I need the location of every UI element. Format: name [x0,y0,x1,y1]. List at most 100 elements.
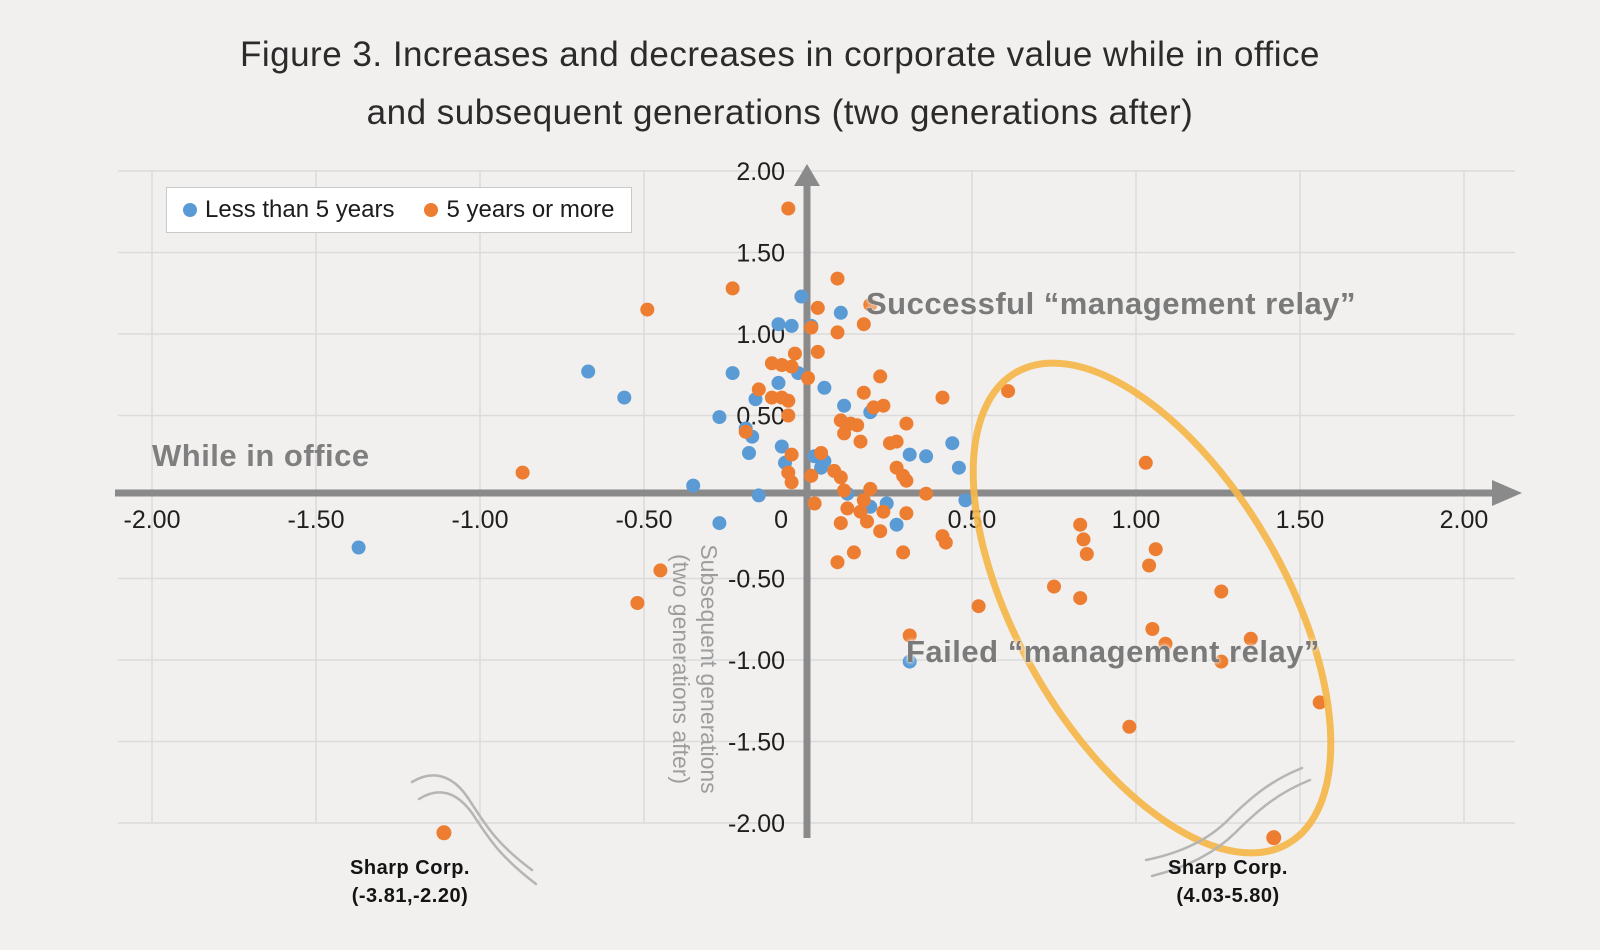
x-tick-label: -0.50 [616,506,673,534]
y-tick-label: 1.50 [736,240,785,268]
data-point [896,545,911,560]
data-point [640,302,655,317]
data-point [1142,558,1157,573]
data-point [1073,517,1088,532]
data-point [751,488,766,503]
data-point [830,555,845,570]
data-point [863,481,878,496]
data-point [781,393,796,408]
data-point [781,408,796,423]
data-point [837,398,852,413]
data-point [784,475,799,490]
y-tick-label: -1.50 [728,729,785,757]
data-point [833,470,848,485]
x-axis-arrowhead-icon [1492,480,1522,506]
data-point [833,516,848,531]
data-point [774,439,789,454]
data-point [771,375,786,390]
data-point [876,398,891,413]
data-point [899,416,914,431]
figure-title: Figure 3. Increases and decreases in cor… [0,26,1560,142]
x-tick-label: 1.00 [1112,506,1161,534]
data-point [801,371,815,385]
x-tick-label: -1.00 [452,506,509,534]
data-point [1214,584,1229,599]
data-point [850,418,865,433]
data-point [804,468,819,483]
data-point [837,426,852,441]
data-point [781,201,796,216]
y-tick-label: 2.00 [736,158,785,186]
axis-break-icon [410,774,534,872]
data-point [807,496,822,511]
data-point [686,478,701,493]
data-point [1001,384,1016,399]
data-point [1047,579,1061,594]
x-tick-label: -2.00 [124,506,181,534]
data-point [919,486,934,501]
data-point [856,385,871,400]
data-point [840,501,855,516]
data-point [764,390,779,405]
data-point [725,366,740,381]
data-point [951,460,966,475]
data-point [810,300,825,315]
data-point [1138,455,1153,470]
data-point [1312,695,1327,710]
data-point [899,506,914,521]
data-point [873,369,888,384]
data-point [837,483,852,498]
data-point [958,493,973,508]
data-point [794,289,809,304]
outlier-data-point [1266,830,1282,846]
data-point [902,447,917,462]
data-point [787,346,802,361]
data-point [863,297,878,312]
data-point [938,535,953,550]
data-point [814,460,829,475]
data-point [853,434,868,449]
data-point [856,317,871,332]
data-point [899,473,914,488]
axis-break-icon [417,791,538,886]
data-point [971,599,986,614]
data-point [771,317,786,332]
data-point [830,325,845,340]
data-point [833,305,848,320]
data-point [712,410,727,425]
data-point [814,446,829,460]
data-point [945,436,960,451]
data-point [581,364,596,379]
axis-break-icon [1150,778,1312,878]
figure-title-line2: and subsequent generations (two generati… [366,93,1194,132]
data-point [630,596,645,610]
data-point [935,390,950,405]
outlier-data-point [436,825,452,841]
data-point [1079,547,1094,561]
data-point [860,514,874,529]
y-tick-label: -0.50 [728,566,785,594]
data-point [919,449,934,464]
data-point [515,465,530,480]
data-point [653,563,668,578]
y-tick-label: -2.00 [728,810,785,838]
figure-title-line1: Figure 3. Increases and decreases in cor… [239,35,1321,74]
data-point [889,434,904,449]
x-tick-label: 2.00 [1440,506,1489,534]
data-point [846,545,861,560]
data-point [817,380,832,395]
data-point [810,344,825,359]
y-tick-label: -1.00 [728,647,785,675]
y-axis-arrowhead-icon [794,164,820,186]
data-point [1073,591,1088,606]
data-point [1214,654,1229,669]
data-point [1122,719,1137,734]
data-point [712,516,727,531]
x-tick-label: -1.50 [288,506,345,534]
data-point [1145,622,1160,636]
data-point [1076,532,1091,547]
data-point [856,493,871,508]
data-point [1158,636,1173,651]
data-point [902,654,917,669]
